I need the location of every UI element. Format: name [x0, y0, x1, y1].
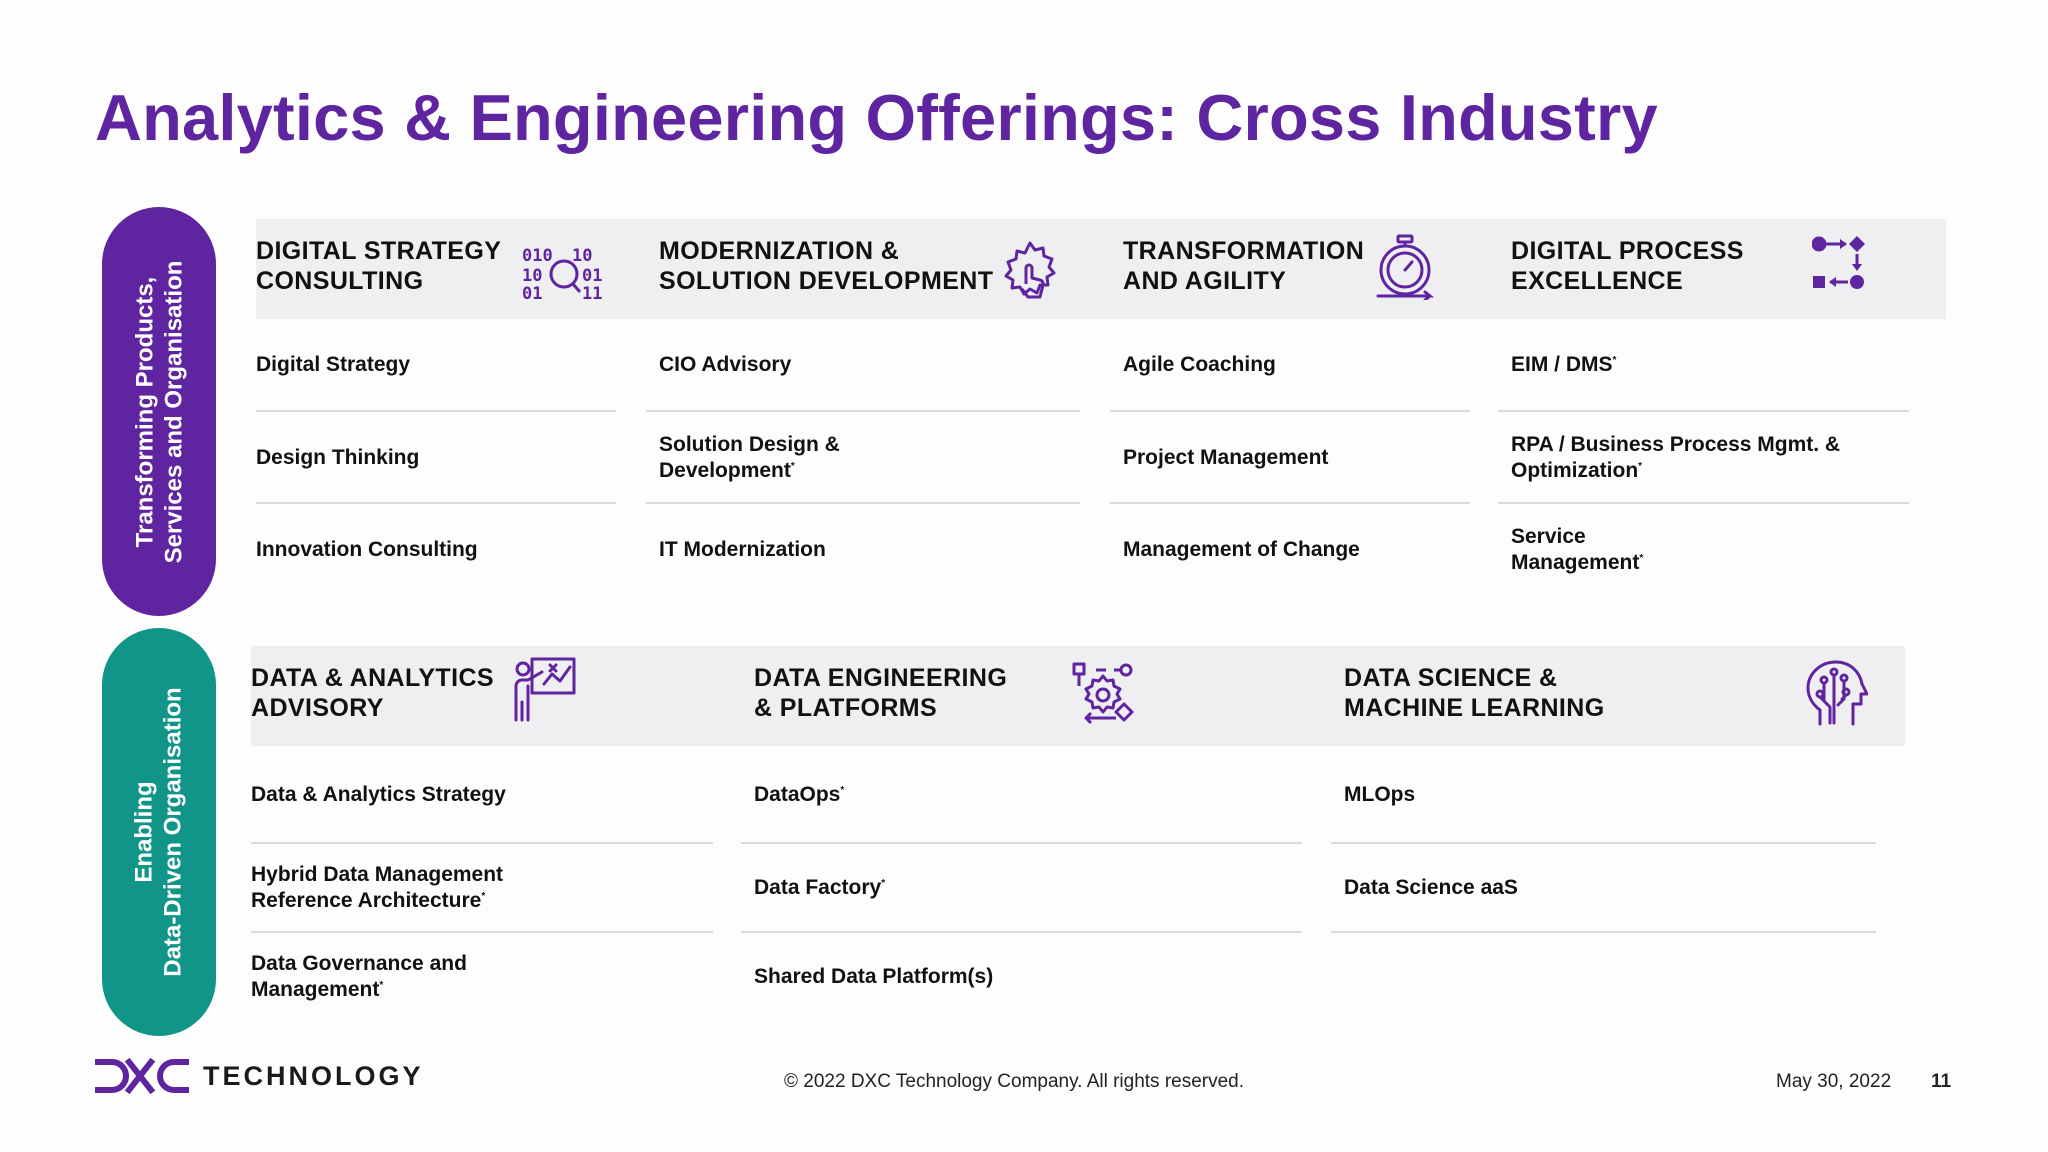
svg-text:010: 010 [522, 246, 553, 266]
column-title-data-analytics: DATA & ANALYTICS ADVISORY [251, 664, 494, 722]
section-label-transforming: Transforming Products, Services and Orga… [102, 207, 216, 616]
svg-text:11: 11 [582, 284, 602, 300]
list-item: Data Governance and Management* [251, 952, 467, 1001]
gear-hand-icon [1004, 241, 1056, 299]
list-item: Agile Coaching [1123, 353, 1276, 376]
list-item: Project Management [1123, 446, 1329, 469]
column-title-data-engineering: DATA ENGINEERING & PLATFORMS [754, 664, 1008, 722]
section-label-line: Data-Driven Organisation [160, 687, 187, 977]
stopwatch-icon [1376, 234, 1435, 300]
gear-cycle-icon [1072, 662, 1134, 724]
divider [741, 842, 1302, 844]
divider [1498, 410, 1909, 412]
list-item: Digital Strategy [256, 353, 411, 376]
list-item: RPA / Business Process Mgmt. & Optimizat… [1511, 433, 1841, 482]
column-title-digital-strategy: DIGITAL STRATEGY CONSULTING [256, 237, 502, 295]
logo-wordmark: TECHNOLOGY [203, 1060, 424, 1091]
list-item: CIO Advisory [659, 353, 792, 376]
divider [251, 931, 713, 933]
divider [1498, 502, 1909, 504]
list-item: Design Thinking [256, 446, 420, 469]
divider [1110, 410, 1470, 412]
page-number: 11 [1931, 1071, 1952, 1092]
divider [1110, 502, 1470, 504]
divider [741, 931, 1302, 933]
column-title-digital-process: DIGITAL PROCESS EXCELLENCE [1511, 237, 1744, 295]
process-flow-icon [1812, 236, 1865, 289]
svg-text:10: 10 [522, 266, 542, 286]
list-item: Shared Data Platform(s) [754, 965, 994, 988]
divider [251, 842, 713, 844]
svg-text:01: 01 [582, 266, 602, 286]
divider [256, 502, 616, 504]
list-item: Management of Change [1123, 538, 1360, 561]
list-item: Solution Design & Development* [659, 433, 840, 482]
section-label-line: Transforming Products, [131, 276, 158, 547]
list-item: Innovation Consulting [256, 538, 478, 561]
section-label-line: Enabling [131, 781, 158, 883]
section-label-line: Services and Organisation [160, 260, 187, 563]
dxc-logo-mark [95, 1058, 189, 1094]
copyright-text: © 2022 DXC Technology Company. All right… [784, 1071, 1245, 1092]
binary-magnifier-icon: 010 10 10 01 01 11 [522, 246, 602, 300]
divider [1331, 842, 1876, 844]
list-item: Service Management* [1511, 525, 1644, 574]
column-title-modernization: MODERNIZATION & SOLUTION DEVELOPMENT [659, 237, 994, 295]
list-item: Data Factory* [754, 876, 886, 899]
slide-date: May 30, 2022 [1776, 1071, 1892, 1092]
divider [646, 410, 1080, 412]
list-item: Hybrid Data Management Reference Archite… [251, 863, 504, 912]
dxc-logo: TECHNOLOGY [95, 1058, 424, 1094]
ai-head-icon [1806, 660, 1868, 726]
svg-text:01: 01 [522, 284, 542, 300]
column-title-data-science: DATA SCIENCE & MACHINE LEARNING [1344, 664, 1605, 722]
column-title-transformation: TRANSFORMATION AND AGILITY [1123, 237, 1365, 295]
svg-text:10: 10 [572, 246, 592, 266]
divider [1331, 931, 1876, 933]
divider [646, 502, 1080, 504]
list-item: IT Modernization [659, 538, 826, 561]
section-label-enabling: Enabling Data-Driven Organisation [102, 628, 216, 1036]
divider [256, 410, 616, 412]
page-title: Analytics & Engineering Offerings: Cross… [95, 81, 1658, 154]
header-band [256, 219, 1946, 319]
list-item: Data Science aaS [1344, 876, 1518, 899]
list-item: MLOps [1344, 783, 1416, 806]
list-item: DataOps* [754, 783, 845, 806]
list-item: Data & Analytics Strategy [251, 783, 506, 806]
list-item: EIM / DMS* [1511, 353, 1617, 376]
presenter-chart-icon [514, 657, 576, 722]
